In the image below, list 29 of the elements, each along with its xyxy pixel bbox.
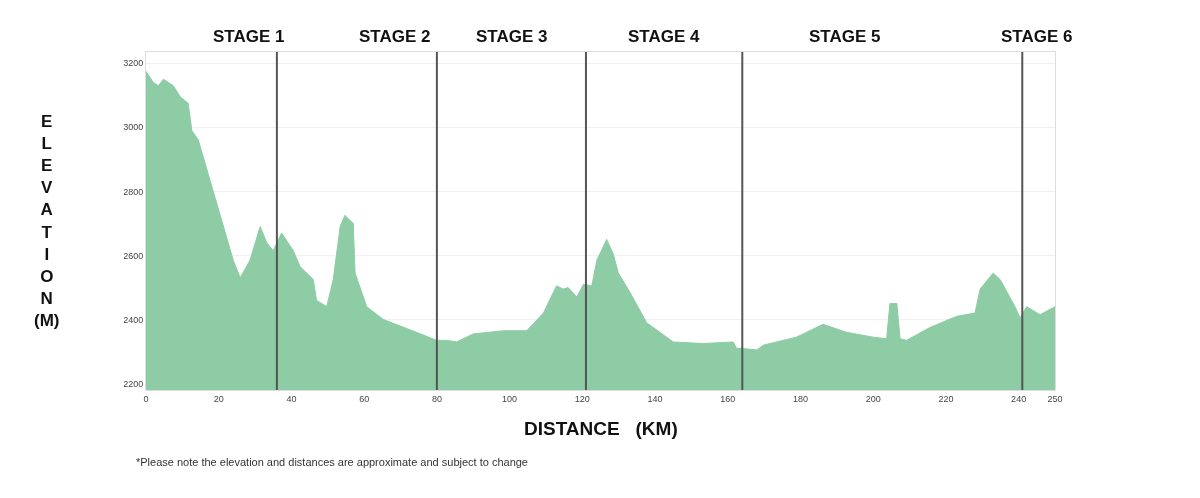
x-tick-label: 250 xyxy=(1047,393,1063,404)
text: ELEVATION (M) xyxy=(34,112,60,330)
text: STAGE 2 xyxy=(359,27,431,46)
y-tick-label: 3000 xyxy=(123,122,144,133)
y-tick-label: 2400 xyxy=(123,314,144,325)
text: STAGE 1 xyxy=(213,27,285,46)
x-tick-label: 40 xyxy=(286,393,297,404)
y-tick-label: 2600 xyxy=(123,250,144,261)
x-tick-label: 140 xyxy=(647,393,663,404)
text: *Please note the elevation and distances are approximate and subject to change xyxy=(136,456,528,468)
x-axis-title: DISTANCE (KM) xyxy=(524,418,678,439)
x-tick-label: 200 xyxy=(865,393,881,404)
x-tick-label: 160 xyxy=(720,393,736,404)
x-tick-label: 220 xyxy=(938,393,954,404)
x-tick-label: 100 xyxy=(502,393,518,404)
x-tick-label: 180 xyxy=(792,393,808,404)
x-tick-label: 20 xyxy=(213,393,224,404)
y-tick-label: 3200 xyxy=(123,58,144,69)
text: STAGE 4 xyxy=(628,27,701,46)
x-tick-label: 0 xyxy=(143,393,149,404)
x-tick-label: 240 xyxy=(1011,393,1027,404)
x-tick-label: 60 xyxy=(359,393,370,404)
y-tick-label: 2200 xyxy=(123,378,144,389)
text: STAGE 6 xyxy=(1001,27,1073,46)
text: STAGE 3 xyxy=(476,27,548,46)
y-tick-label: 2800 xyxy=(123,186,144,197)
x-tick-label: 80 xyxy=(431,393,442,404)
text: STAGE 5 xyxy=(809,27,881,46)
x-tick-label: 120 xyxy=(574,393,590,404)
